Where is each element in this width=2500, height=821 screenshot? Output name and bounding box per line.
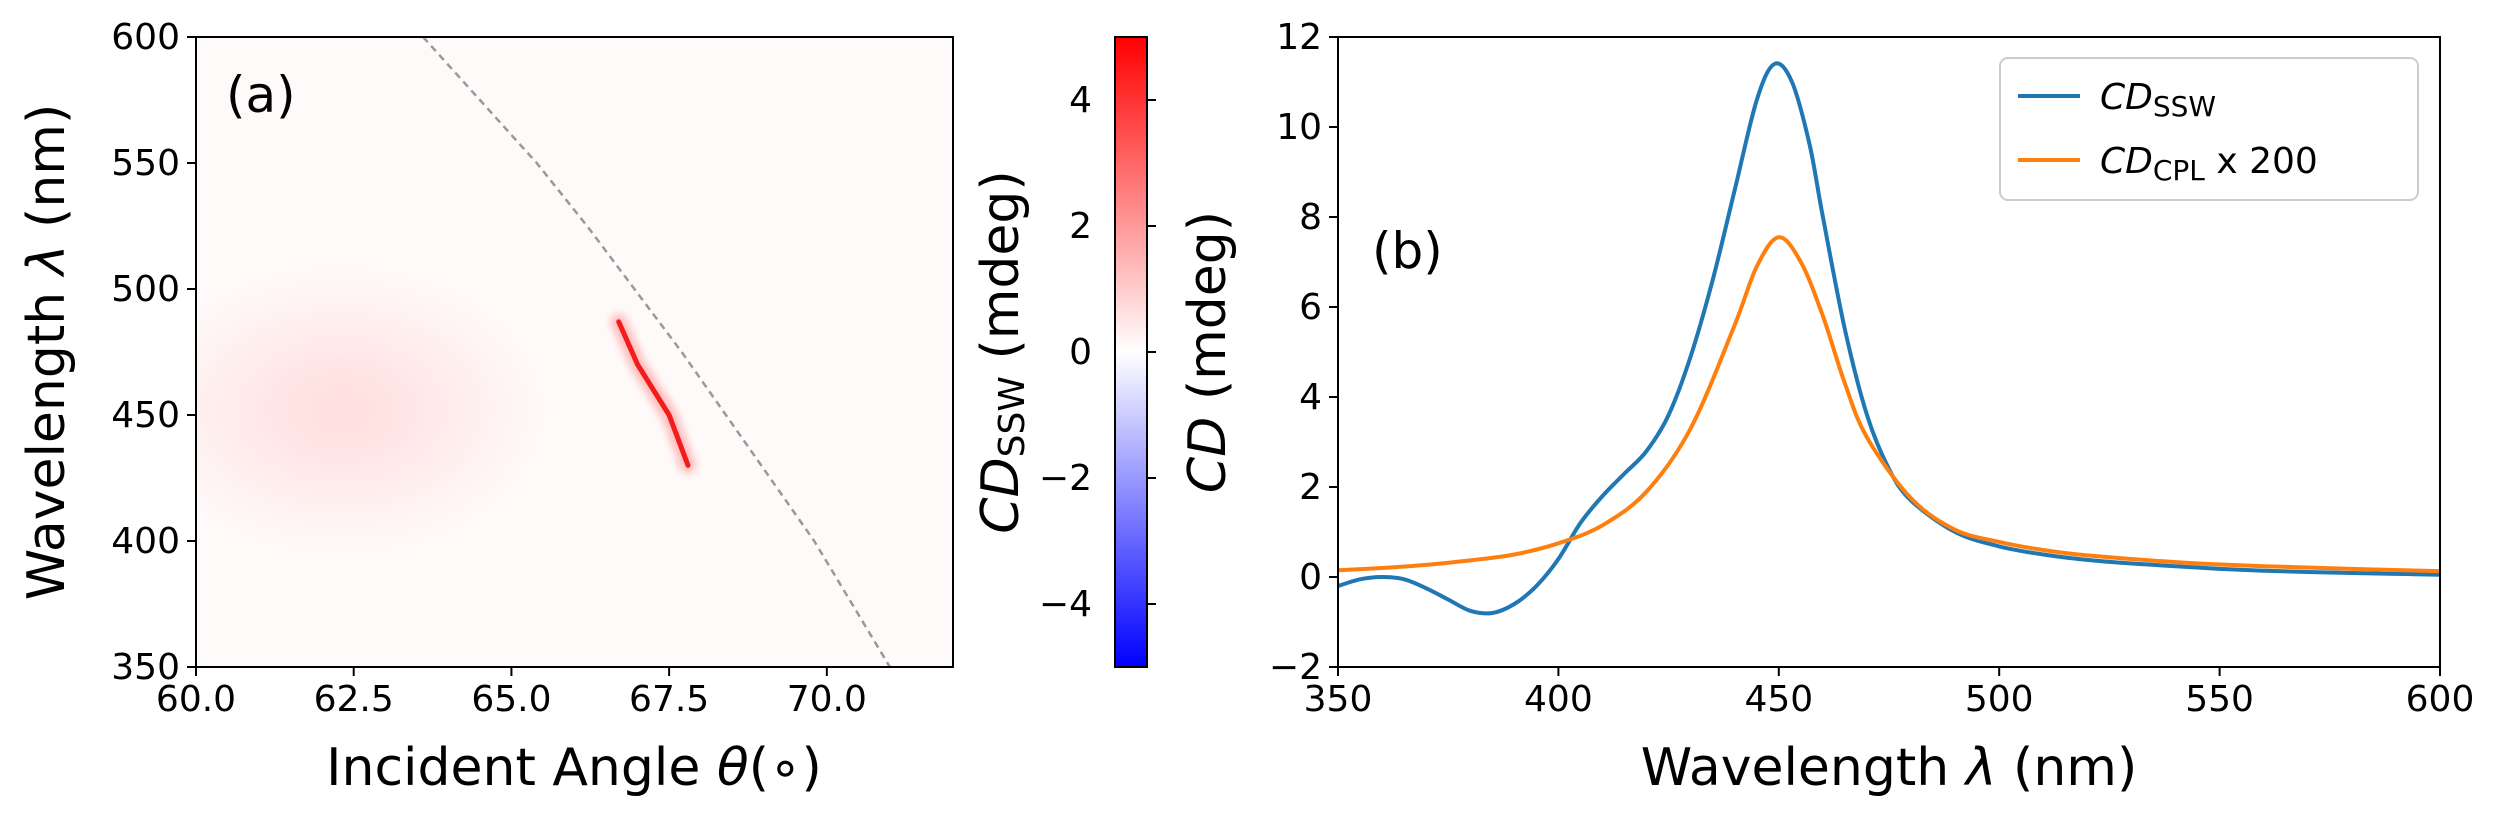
legend-label-cd-cpl: CDCPL x 200 bbox=[2100, 141, 2318, 187]
heatmap-x-axis-label: Incident Angle θ(∘) bbox=[326, 738, 822, 798]
line-chart-y-tick-label: 0 bbox=[1299, 557, 1322, 598]
heatmap-y-axis-label: Wavelength λ (nm) bbox=[17, 104, 77, 601]
colorbar-ticks: −4 −2 0 2 4 bbox=[1039, 80, 1156, 625]
line-chart-y-tick-label: 2 bbox=[1299, 467, 1322, 508]
heatmap-y-tick-label: 400 bbox=[111, 521, 180, 562]
heatmap-ticks: 60.0 62.5 65.0 67.5 70.0 350 400 450 500 550 600 bbox=[111, 17, 867, 720]
colorbar-label: CDSSW (mdeg) bbox=[971, 170, 1033, 533]
line-chart-plot-area bbox=[1338, 61, 2440, 616]
line-chart-ticks: 350 400 450 500 550 600 −2 0 2 4 6 8 10 12 bbox=[1269, 17, 2474, 720]
line-chart-y-tick-label: 6 bbox=[1299, 287, 1322, 328]
heatmap-y-tick-label: 500 bbox=[111, 269, 180, 310]
series-line-cd-ssw bbox=[1338, 61, 2440, 616]
heatmap-features bbox=[196, 268, 696, 552]
heatmap-y-tick-label: 350 bbox=[111, 647, 180, 688]
heatmap-frame bbox=[195, 36, 954, 668]
line-chart-y-axis-label: CD (mdeg) bbox=[1178, 211, 1238, 493]
line-chart-x-tick-label: 550 bbox=[2185, 679, 2254, 720]
series-line-cd-cpl bbox=[1338, 235, 2440, 574]
legend-box bbox=[1999, 57, 2419, 201]
line-chart-y-tick-label: 10 bbox=[1276, 107, 1322, 148]
line-chart-frame bbox=[1337, 36, 2441, 668]
heatmap-x-tick-label: 60.0 bbox=[156, 679, 236, 720]
line-chart-y-tick-label: −2 bbox=[1269, 647, 1322, 688]
dashed-dispersion-curve bbox=[422, 37, 891, 667]
line-chart-x-axis-label: Wavelength λ (nm) bbox=[1641, 738, 2138, 798]
legend-label-cd-ssw: CDSSW bbox=[2100, 77, 2216, 123]
colorbar-tick-label: 0 bbox=[1069, 332, 1092, 373]
colorbar: −4 −2 0 2 4 CDSSW (mdeg) bbox=[971, 36, 1156, 668]
legend: CDSSW CDCPL x 200 bbox=[1999, 57, 2419, 201]
line-chart-x-tick-label: 400 bbox=[1524, 679, 1593, 720]
heatmap-weak-cd-region bbox=[196, 268, 547, 552]
line-series-group bbox=[1338, 61, 2440, 616]
line-chart-y-tick-label: 12 bbox=[1276, 17, 1322, 58]
heatmap-y-tick-label: 550 bbox=[111, 143, 180, 184]
heatmap-plot-area bbox=[196, 37, 891, 667]
heatmap-x-tick-label: 70.0 bbox=[787, 679, 867, 720]
heatmap-y-tick-label: 450 bbox=[111, 395, 180, 436]
line-chart-x-tick-label: 600 bbox=[2406, 679, 2475, 720]
line-chart-x-tick-label: 450 bbox=[1744, 679, 1813, 720]
colorbar-tick-label: −2 bbox=[1039, 458, 1092, 499]
colorbar-tick-label: 4 bbox=[1069, 80, 1092, 121]
panel-label-a: (a) bbox=[226, 66, 296, 124]
heatmap-panel-a: 60.0 62.5 65.0 67.5 70.0 350 400 450 500 550 600 (… bbox=[17, 17, 954, 798]
colorbar-scale bbox=[1114, 36, 1148, 668]
heatmap-y-tick-label: 600 bbox=[111, 17, 180, 58]
panel-label-b: (b) bbox=[1372, 222, 1443, 280]
line-chart-x-tick-label: 350 bbox=[1304, 679, 1373, 720]
line-chart-y-tick-label: 8 bbox=[1299, 197, 1322, 238]
heatmap-x-tick-label: 65.0 bbox=[471, 679, 551, 720]
heatmap-x-tick-label: 62.5 bbox=[314, 679, 394, 720]
line-chart-x-tick-label: 500 bbox=[1965, 679, 2034, 720]
heatmap-strong-cd-ridge bbox=[616, 319, 691, 468]
colorbar-tick-label: −4 bbox=[1039, 584, 1092, 625]
heatmap-x-tick-label: 67.5 bbox=[629, 679, 709, 720]
line-chart-y-tick-label: 4 bbox=[1299, 377, 1322, 418]
line-chart-panel-b: 350 400 450 500 550 600 −2 0 2 4 6 8 10 12 (b) Wavele… bbox=[1178, 17, 2474, 798]
colorbar-tick-label: 2 bbox=[1069, 206, 1092, 247]
